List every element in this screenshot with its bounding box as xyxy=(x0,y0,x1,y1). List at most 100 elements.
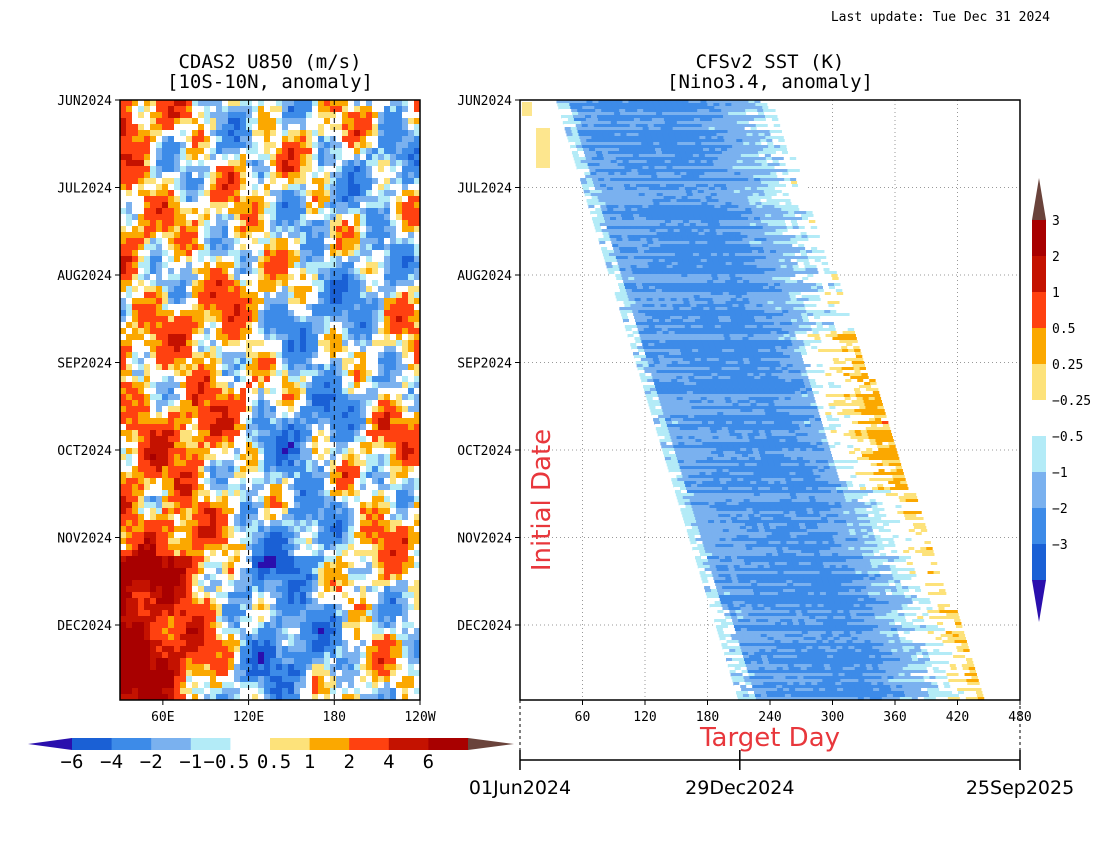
u850-cell xyxy=(258,490,265,497)
u850-cell xyxy=(300,604,307,611)
u850-cell xyxy=(288,556,295,563)
u850-cell xyxy=(228,298,235,305)
u850-cell xyxy=(312,352,319,359)
u850-cell xyxy=(390,262,397,269)
u850-cell xyxy=(132,406,139,413)
u850-cell xyxy=(222,664,229,671)
u850-cell xyxy=(234,130,241,137)
u850-cell xyxy=(126,172,133,179)
u850-cell xyxy=(306,172,313,179)
u850-cell xyxy=(138,460,145,467)
u850-cell xyxy=(408,268,415,275)
u850-cell xyxy=(216,328,223,335)
u850-cell xyxy=(252,604,259,611)
u850-cell xyxy=(264,244,271,251)
u850-cell xyxy=(348,298,355,305)
u850-cell xyxy=(288,532,295,539)
u850-cell xyxy=(252,178,259,185)
u850-cell xyxy=(150,112,157,119)
u850-cell xyxy=(402,148,409,155)
u850-cell xyxy=(372,478,379,485)
u850-cell xyxy=(264,526,271,533)
u850-cell xyxy=(300,538,307,545)
u850-cell xyxy=(402,304,409,311)
u850-cell xyxy=(174,448,181,455)
u850-cell xyxy=(270,406,277,413)
u850-cell xyxy=(354,358,361,365)
u850-cell xyxy=(312,292,319,299)
u850-cell xyxy=(240,226,247,233)
u850-cell xyxy=(348,544,355,551)
u850-cell xyxy=(402,424,409,431)
u850-cell xyxy=(414,310,420,317)
u850-cell xyxy=(348,688,355,695)
u850-cell xyxy=(294,208,301,215)
u850-cell xyxy=(342,406,349,413)
u850-cell xyxy=(156,520,163,527)
u850-cell xyxy=(402,262,409,269)
u850-cell xyxy=(318,250,325,257)
u850-cell xyxy=(246,400,253,407)
u850-cell xyxy=(264,592,271,599)
u850-cell xyxy=(402,454,409,461)
u850-cell xyxy=(330,508,337,515)
u850-cell xyxy=(384,232,391,239)
u850-cell xyxy=(228,196,235,203)
u850-cell xyxy=(378,388,385,395)
u850-cell xyxy=(144,382,151,389)
u850-cell xyxy=(210,412,217,419)
u850-cell xyxy=(402,436,409,443)
u850-cell xyxy=(174,640,181,647)
u850-cell xyxy=(228,568,235,575)
u850-cell xyxy=(402,622,409,629)
u850-cell xyxy=(132,556,139,563)
u850-cell xyxy=(378,310,385,317)
u850-cell xyxy=(324,508,331,515)
u850-cell xyxy=(204,484,211,491)
u850-cell xyxy=(414,232,420,239)
u850-cell xyxy=(120,388,127,395)
u850-cell xyxy=(234,148,241,155)
u850-cell xyxy=(294,586,301,593)
u850-cell xyxy=(198,364,205,371)
u850-cell xyxy=(246,652,253,659)
u850-cell xyxy=(336,346,343,353)
u850-cell xyxy=(408,670,415,677)
u850-cell xyxy=(246,262,253,269)
u850-cell xyxy=(198,532,205,539)
u850-cell xyxy=(168,202,175,209)
u850-cell xyxy=(180,496,187,503)
u850-cell xyxy=(138,586,145,593)
u850-cell xyxy=(384,604,391,611)
u850-cell xyxy=(288,694,295,700)
u850-cell xyxy=(246,322,253,329)
u850-cell xyxy=(288,586,295,593)
u850-cell xyxy=(204,550,211,557)
u850-cell xyxy=(372,268,379,275)
u850-cell xyxy=(312,286,319,293)
u850-cell xyxy=(174,580,181,587)
u850-cell xyxy=(270,238,277,245)
u850-cell xyxy=(180,670,187,677)
u850-cell xyxy=(120,214,127,221)
u850-cell xyxy=(234,238,241,245)
u850-cell xyxy=(402,490,409,497)
u850-cell xyxy=(120,610,127,617)
u850-cell xyxy=(288,280,295,287)
u850-cell xyxy=(228,166,235,173)
u850-cell xyxy=(138,508,145,515)
u850-cell xyxy=(324,460,331,467)
u850-cell xyxy=(384,196,391,203)
u850-cell xyxy=(186,370,193,377)
u850-cell xyxy=(246,250,253,257)
u850-cell xyxy=(162,502,169,509)
u850-cell xyxy=(228,436,235,443)
u850-cell xyxy=(216,214,223,221)
u850-cell xyxy=(204,358,211,365)
u850-cell xyxy=(336,214,343,221)
u850-cell xyxy=(270,694,277,700)
u850-cell xyxy=(294,346,301,353)
u850-cell xyxy=(294,442,301,449)
u850-cell xyxy=(300,340,307,347)
u850-cell xyxy=(408,520,415,527)
